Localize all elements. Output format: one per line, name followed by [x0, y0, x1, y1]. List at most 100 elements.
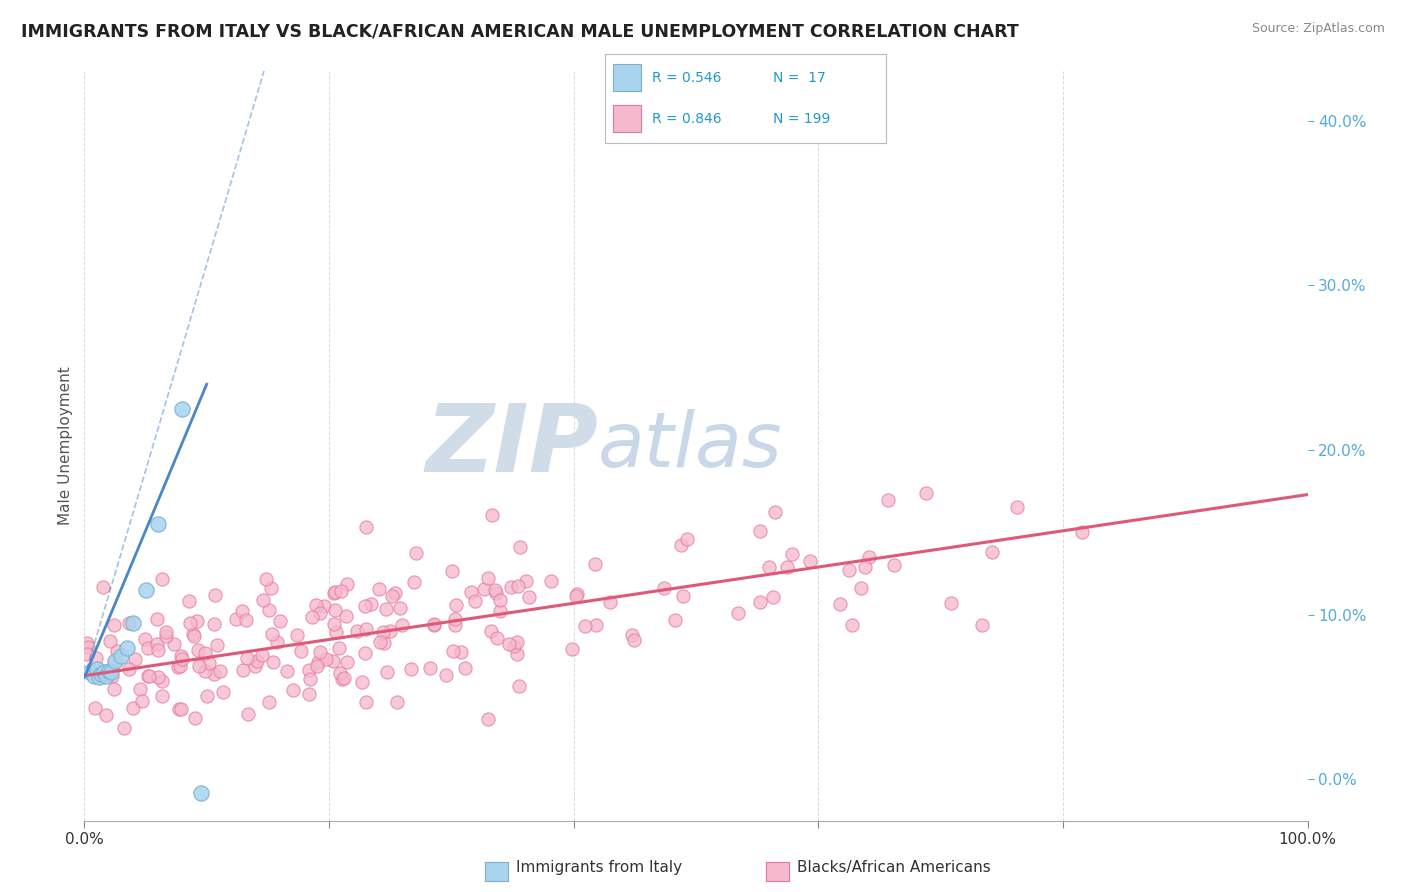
Point: [368, 635, 391, 649]
Text: Source: ZipAtlas.com: Source: ZipAtlas.com: [1251, 22, 1385, 36]
Point: [276, 664, 298, 678]
Point: [181, 627, 204, 641]
Point: [254, 572, 277, 586]
Point: [474, 582, 496, 597]
Point: [243, 659, 266, 673]
Point: [167, 659, 190, 673]
Point: [322, 616, 344, 631]
Point: [298, 672, 321, 686]
Point: [501, 580, 523, 594]
Point: [121, 701, 143, 715]
Point: [285, 628, 308, 642]
Point: [98, 634, 121, 648]
Text: R = 0.846: R = 0.846: [652, 112, 723, 126]
Point: [354, 622, 377, 636]
Point: [486, 632, 509, 646]
Point: [93, 665, 115, 680]
Point: [441, 644, 464, 658]
Point: [838, 563, 860, 577]
Point: [776, 560, 799, 574]
Point: [503, 639, 526, 653]
Point: [207, 638, 229, 652]
Point: [749, 595, 772, 609]
Point: [236, 651, 259, 665]
Point: [583, 557, 606, 571]
Point: [391, 618, 413, 632]
Point: [150, 674, 173, 689]
Point: [676, 532, 699, 546]
Point: [980, 545, 1002, 559]
Point: [352, 675, 374, 690]
Point: [565, 587, 588, 601]
Point: [148, 643, 170, 657]
Point: [322, 654, 344, 668]
Point: [202, 616, 225, 631]
Point: [353, 646, 375, 660]
Point: [104, 654, 127, 668]
Point: [150, 573, 173, 587]
Point: [325, 624, 347, 639]
Point: [354, 519, 377, 533]
Point: [190, 786, 212, 800]
Point: [970, 617, 993, 632]
Text: atlas: atlas: [598, 409, 783, 483]
Point: [336, 577, 359, 591]
Point: [232, 663, 254, 677]
Point: [440, 564, 463, 578]
Point: [146, 517, 169, 532]
Point: [117, 662, 139, 676]
Point: [163, 637, 186, 651]
Point: [450, 645, 472, 659]
Y-axis label: Male Unemployment: Male Unemployment: [58, 367, 73, 525]
Point: [389, 601, 412, 615]
Point: [336, 655, 359, 669]
Point: [444, 598, 467, 612]
Point: [194, 665, 217, 679]
Point: [454, 661, 477, 675]
Point: [301, 610, 323, 624]
Point: [170, 702, 193, 716]
Point: [129, 682, 152, 697]
Point: [444, 612, 467, 626]
Point: [915, 486, 938, 500]
Point: [309, 645, 332, 659]
Text: IMMIGRANTS FROM ITALY VS BLACK/AFRICAN AMERICAN MALE UNEMPLOYMENT CORRELATION CH: IMMIGRANTS FROM ITALY VS BLACK/AFRICAN A…: [21, 22, 1019, 40]
Point: [672, 589, 695, 603]
Point: [423, 618, 446, 632]
Point: [312, 599, 335, 613]
Point: [97, 664, 120, 678]
Point: [135, 583, 157, 598]
Point: [883, 558, 905, 572]
Point: [939, 596, 962, 610]
Bar: [613, 64, 641, 91]
Point: [540, 574, 562, 588]
Point: [404, 574, 426, 589]
Point: [146, 670, 169, 684]
Text: ZIP: ZIP: [425, 400, 598, 492]
Point: [100, 665, 122, 680]
Point: [103, 682, 125, 697]
Point: [76, 636, 98, 650]
Point: [155, 624, 177, 639]
Point: [477, 571, 499, 585]
Point: [877, 493, 900, 508]
Point: [460, 584, 482, 599]
Point: [252, 593, 274, 607]
Point: [187, 643, 209, 657]
Point: [517, 590, 540, 604]
Point: [308, 607, 330, 621]
Point: [146, 612, 169, 626]
Point: [479, 624, 502, 638]
Point: [515, 574, 537, 588]
Point: [76, 647, 98, 661]
Point: [84, 700, 107, 714]
Point: [245, 654, 267, 668]
Point: [250, 648, 273, 663]
Point: [853, 560, 876, 574]
Point: [225, 612, 247, 626]
Text: N =  17: N = 17: [773, 70, 827, 85]
Bar: [613, 105, 641, 132]
Text: Immigrants from Italy: Immigrants from Italy: [516, 860, 682, 874]
Point: [208, 665, 231, 679]
Point: [481, 508, 503, 522]
